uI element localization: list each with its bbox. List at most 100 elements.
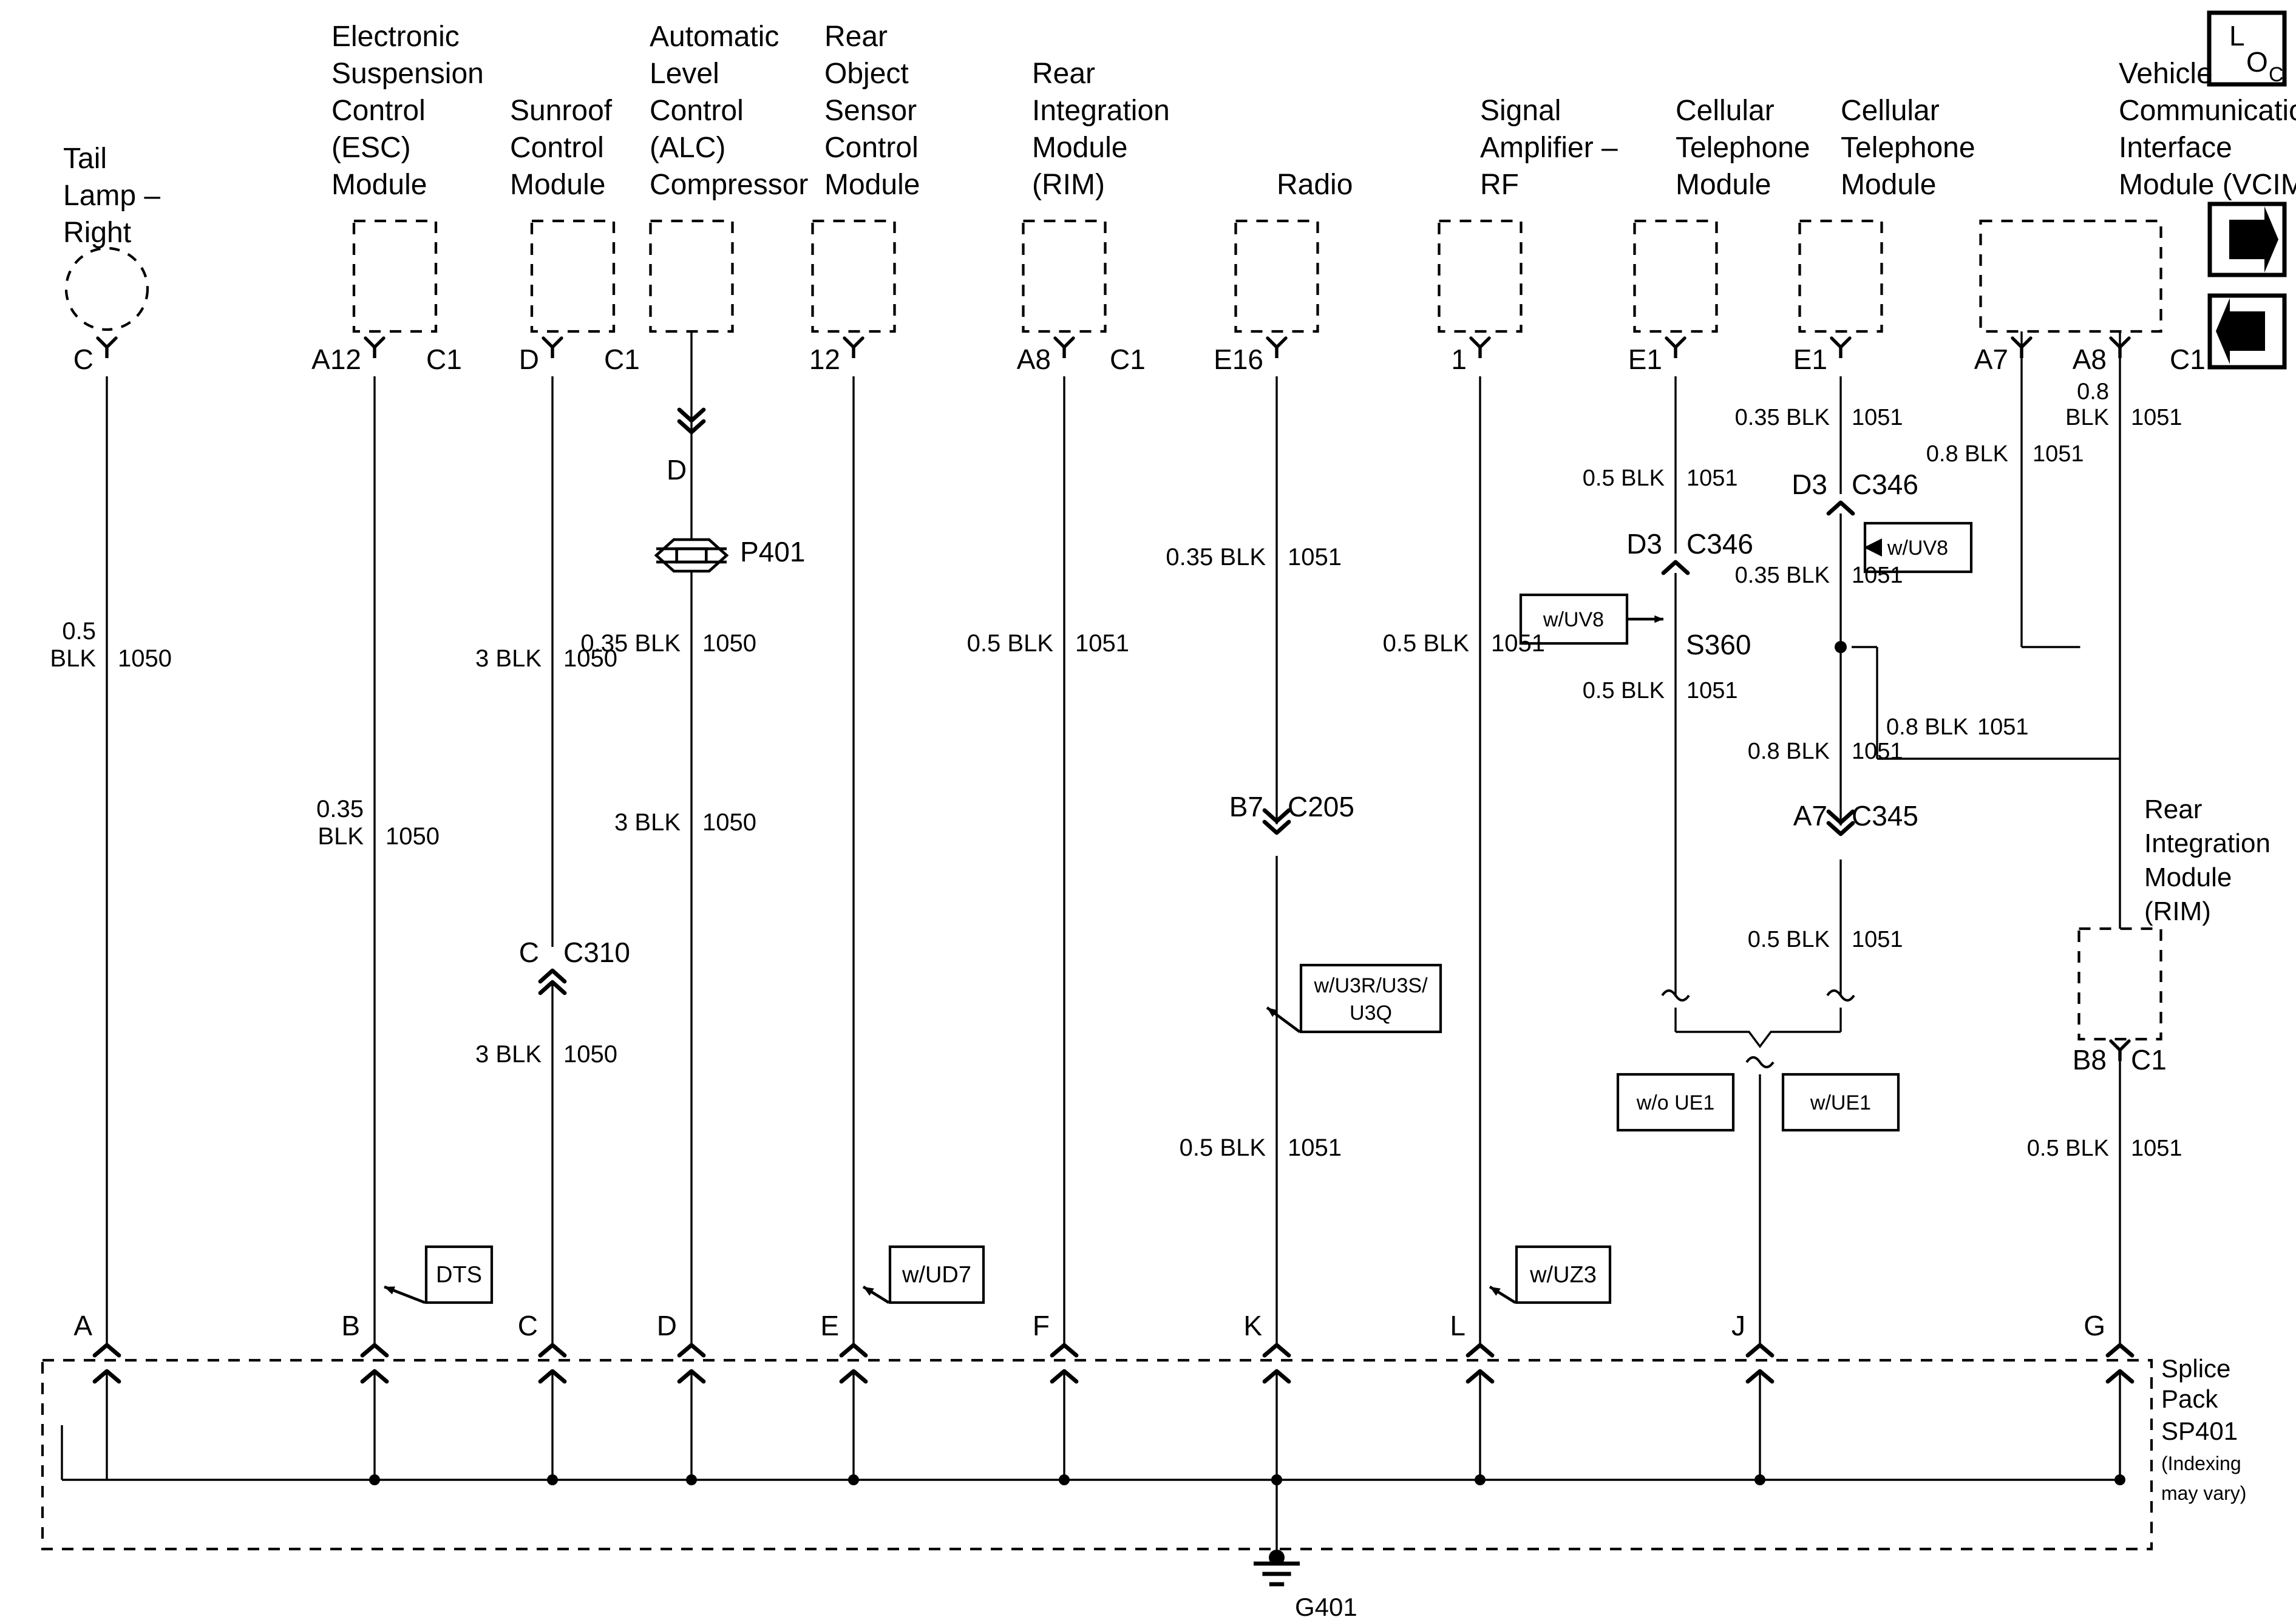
svg-text:(RIM): (RIM) [2144,897,2211,926]
svg-text:Control: Control [824,132,919,164]
svg-text:D: D [519,344,539,375]
svg-text:DTS: DTS [436,1263,482,1288]
svg-text:Sunroof: Sunroof [510,95,613,127]
svg-text:SP401: SP401 [2161,1417,2238,1445]
svg-text:1051: 1051 [2131,1136,2182,1161]
svg-text:Module: Module [824,169,920,201]
svg-text:Electronic: Electronic [331,21,460,53]
svg-text:Integration: Integration [1032,95,1170,127]
svg-text:Automatic: Automatic [650,21,779,53]
svg-text:Communication: Communication [2119,95,2296,127]
svg-text:12: 12 [809,344,840,375]
svg-text:J: J [1731,1310,1745,1341]
svg-text:(RIM): (RIM) [1032,169,1105,201]
svg-text:C345: C345 [1852,800,1918,832]
svg-text:A8: A8 [1017,344,1051,375]
svg-text:0.5 BLK: 0.5 BLK [1180,1134,1266,1161]
svg-text:Module: Module [1676,169,1771,201]
svg-text:D: D [657,1310,677,1341]
svg-text:C346: C346 [1686,528,1753,560]
svg-text:Rear: Rear [1032,58,1095,90]
svg-text:1051: 1051 [1977,714,2029,740]
svg-text:Vehicle: Vehicle [2119,58,2213,90]
svg-text:E16: E16 [1214,344,1263,375]
svg-text:(Indexing: (Indexing [2161,1453,2241,1474]
svg-text:S360: S360 [1686,629,1751,660]
svg-text:C: C [519,937,539,968]
svg-text:D3: D3 [1626,528,1662,560]
svg-text:w/UV8: w/UV8 [1543,608,1604,631]
svg-text:E1: E1 [1628,344,1662,375]
svg-text:Rear: Rear [824,21,888,53]
svg-text:1051: 1051 [1288,544,1342,571]
svg-text:Signal: Signal [1480,95,1561,127]
svg-text:C1: C1 [2131,1044,2167,1076]
svg-text:Module: Module [1032,132,1127,164]
svg-text:Control: Control [650,95,744,127]
svg-text:Compressor: Compressor [650,169,808,201]
svg-text:C: C [2269,63,2284,86]
svg-text:Telephone: Telephone [1676,132,1810,164]
svg-text:BLK: BLK [50,645,96,672]
svg-text:0.5 BLK: 0.5 BLK [1583,466,1665,491]
svg-text:L: L [2229,20,2245,52]
svg-text:Level: Level [650,58,719,90]
svg-text:0.8 BLK: 0.8 BLK [1926,441,2008,467]
svg-text:Module: Module [331,169,427,201]
svg-text:B: B [341,1310,360,1341]
svg-text:A7: A7 [1974,344,2008,375]
svg-text:Cellular: Cellular [1841,95,1940,127]
svg-text:Module: Module [1841,169,1936,201]
svg-text:Sensor: Sensor [824,95,917,127]
svg-text:A: A [73,1310,92,1341]
svg-text:Module (VCIM): Module (VCIM) [2119,169,2296,201]
svg-text:C310: C310 [563,937,630,968]
svg-text:w/UE1: w/UE1 [1810,1091,1871,1114]
svg-text:C346: C346 [1852,469,1918,500]
svg-text:BLK: BLK [318,823,364,850]
svg-text:Suspension: Suspension [331,58,484,90]
svg-text:Radio: Radio [1277,169,1353,201]
svg-text:3 BLK: 3 BLK [614,809,681,836]
svg-text:1050: 1050 [702,809,756,836]
svg-text:BLK: BLK [2065,405,2109,430]
svg-text:1051: 1051 [1852,563,1903,588]
svg-text:Interface: Interface [2119,132,2232,164]
svg-text:0.5 BLK: 0.5 BLK [2027,1136,2109,1161]
svg-text:E: E [820,1310,839,1341]
svg-text:P401: P401 [740,536,805,568]
svg-text:D: D [667,454,687,486]
svg-text:1050: 1050 [563,1041,617,1068]
svg-text:Right: Right [63,217,131,249]
svg-text:w/o UE1: w/o UE1 [1636,1091,1715,1114]
svg-text:Object: Object [824,58,909,90]
svg-text:C205: C205 [1288,791,1354,822]
svg-text:1050: 1050 [702,630,756,657]
svg-text:E1: E1 [1793,344,1827,375]
svg-text:F: F [1033,1310,1050,1341]
svg-text:1051: 1051 [1075,630,1129,657]
svg-text:A7: A7 [1793,800,1827,832]
svg-text:1051: 1051 [2131,405,2182,430]
svg-text:1051: 1051 [1686,678,1738,703]
svg-text:3 BLK: 3 BLK [475,645,542,672]
svg-text:O: O [2246,46,2268,78]
svg-text:w/UZ3: w/UZ3 [1529,1263,1597,1288]
svg-text:(ESC): (ESC) [331,132,411,164]
svg-text:Cellular: Cellular [1676,95,1775,127]
svg-text:Amplifier –: Amplifier – [1480,132,1618,164]
svg-text:0.5 BLK: 0.5 BLK [967,630,1054,657]
svg-text:Control: Control [510,132,604,164]
svg-text:0.5: 0.5 [62,618,96,645]
svg-text:K: K [1243,1310,1262,1341]
svg-text:Pack: Pack [2161,1385,2218,1413]
svg-text:1: 1 [1451,344,1467,375]
svg-text:1051: 1051 [1852,405,1903,430]
svg-text:B8: B8 [2073,1044,2107,1076]
svg-text:Control: Control [331,95,426,127]
svg-text:may vary): may vary) [2161,1482,2246,1504]
svg-text:0.5 BLK: 0.5 BLK [1383,630,1470,657]
svg-text:D3: D3 [1792,469,1827,500]
svg-text:w/U3R/U3S/: w/U3R/U3S/ [1313,974,1428,997]
svg-text:0.8 BLK: 0.8 BLK [1886,714,1968,740]
